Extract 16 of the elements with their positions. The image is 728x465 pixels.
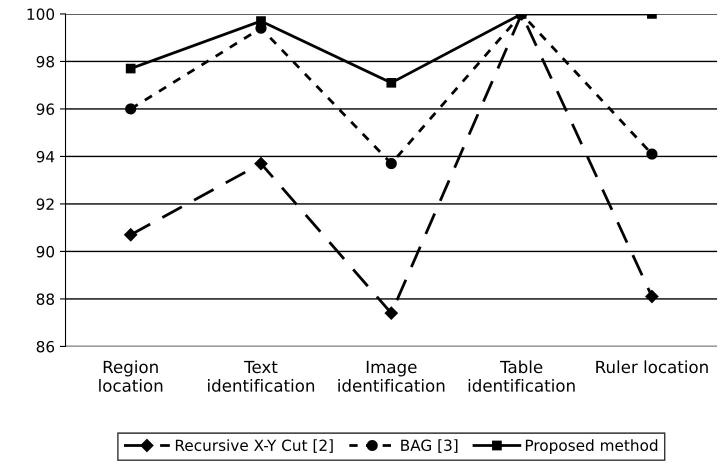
- x-tick-label: Ruler location: [596, 360, 708, 374]
- y-tick-label: 86: [36, 340, 54, 352]
- y-tick-label: 92: [36, 198, 54, 210]
- legend-label: Recursive X-Y Cut [2]: [176, 439, 333, 453]
- y-tick-label: 98: [36, 56, 54, 68]
- y-tick-label: 88: [36, 293, 54, 305]
- x-tick-label: Text identification: [208, 360, 314, 392]
- legend-label: BAG [3]: [401, 439, 458, 453]
- x-tick-label: Table identification: [468, 360, 575, 392]
- x-tick-label: Region location: [99, 360, 162, 392]
- legend-label: Proposed method: [526, 439, 658, 454]
- y-tick-label: 96: [36, 103, 54, 115]
- y-tick-label: 90: [36, 246, 54, 258]
- y-tick-label: 100: [28, 8, 54, 20]
- y-tick-label: 94: [36, 150, 54, 162]
- x-tick-label: Image identification: [338, 360, 444, 392]
